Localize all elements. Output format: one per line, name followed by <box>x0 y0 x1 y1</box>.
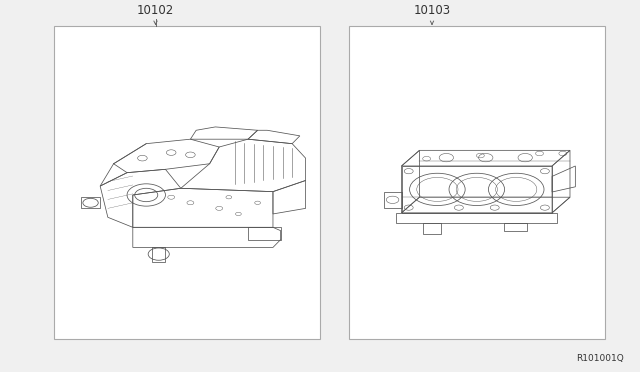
Bar <box>54 26 320 339</box>
Text: 10103: 10103 <box>413 4 451 17</box>
Text: 10102: 10102 <box>137 4 174 17</box>
Bar <box>349 26 605 339</box>
Text: R101001Q: R101001Q <box>576 354 624 363</box>
